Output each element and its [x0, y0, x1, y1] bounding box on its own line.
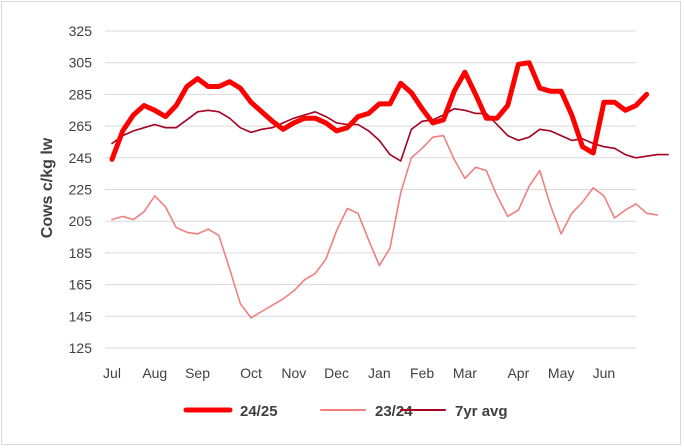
x-tick-label-nov: Nov — [281, 365, 306, 381]
y-tick-label: 325 — [69, 23, 93, 39]
x-tick-label-apr: Apr — [507, 365, 529, 381]
y-tick-label: 165 — [69, 277, 93, 293]
x-tick-label-aug: Aug — [142, 365, 167, 381]
x-tick-label-dec: Dec — [324, 365, 349, 381]
legend: 24/25 23/24 7yr avg — [183, 403, 508, 420]
legend-label-0: 24/25 — [240, 403, 278, 420]
y-tick-label: 145 — [69, 308, 93, 324]
series-line-7yr-avg — [111, 107, 669, 162]
x-tick-label-jul: Jul — [103, 365, 121, 381]
y-tick-label: 305 — [69, 55, 93, 71]
y-tick-label: 245 — [69, 150, 93, 166]
x-tick-label-may: May — [548, 365, 574, 381]
y-tick-label: 265 — [69, 118, 93, 134]
y-tick-label: 205 — [69, 213, 93, 229]
series-lines — [109, 60, 669, 319]
gridlines — [105, 30, 636, 349]
y-tick-label: 185 — [69, 245, 93, 261]
y-tick-label: 285 — [69, 86, 93, 102]
x-tick-label-oct: Oct — [240, 365, 262, 381]
y-axis-ticks: 125 145 165 185 205 225 245 265 285 305 325 — [69, 23, 93, 356]
series-line-23-24 — [111, 134, 659, 319]
x-axis-ticks: Jul Aug Sep Oct Nov Dec Jan Feb Mar Apr May Jun — [103, 365, 615, 381]
y-tick-label: 125 — [69, 340, 93, 356]
x-tick-label-mar: Mar — [453, 365, 477, 381]
x-tick-label-jun: Jun — [593, 365, 616, 381]
x-tick-label-feb: Feb — [410, 365, 434, 381]
x-tick-label-jan: Jan — [368, 365, 391, 381]
x-tick-label-sep: Sep — [185, 365, 210, 381]
legend-label-1: 23/24 — [375, 403, 413, 420]
legend-label-2: 7yr avg — [455, 403, 508, 420]
series-line-24-25 — [109, 60, 650, 162]
y-axis-label: Cows c/kg lw — [39, 137, 56, 238]
y-tick-label: 225 — [69, 182, 93, 198]
